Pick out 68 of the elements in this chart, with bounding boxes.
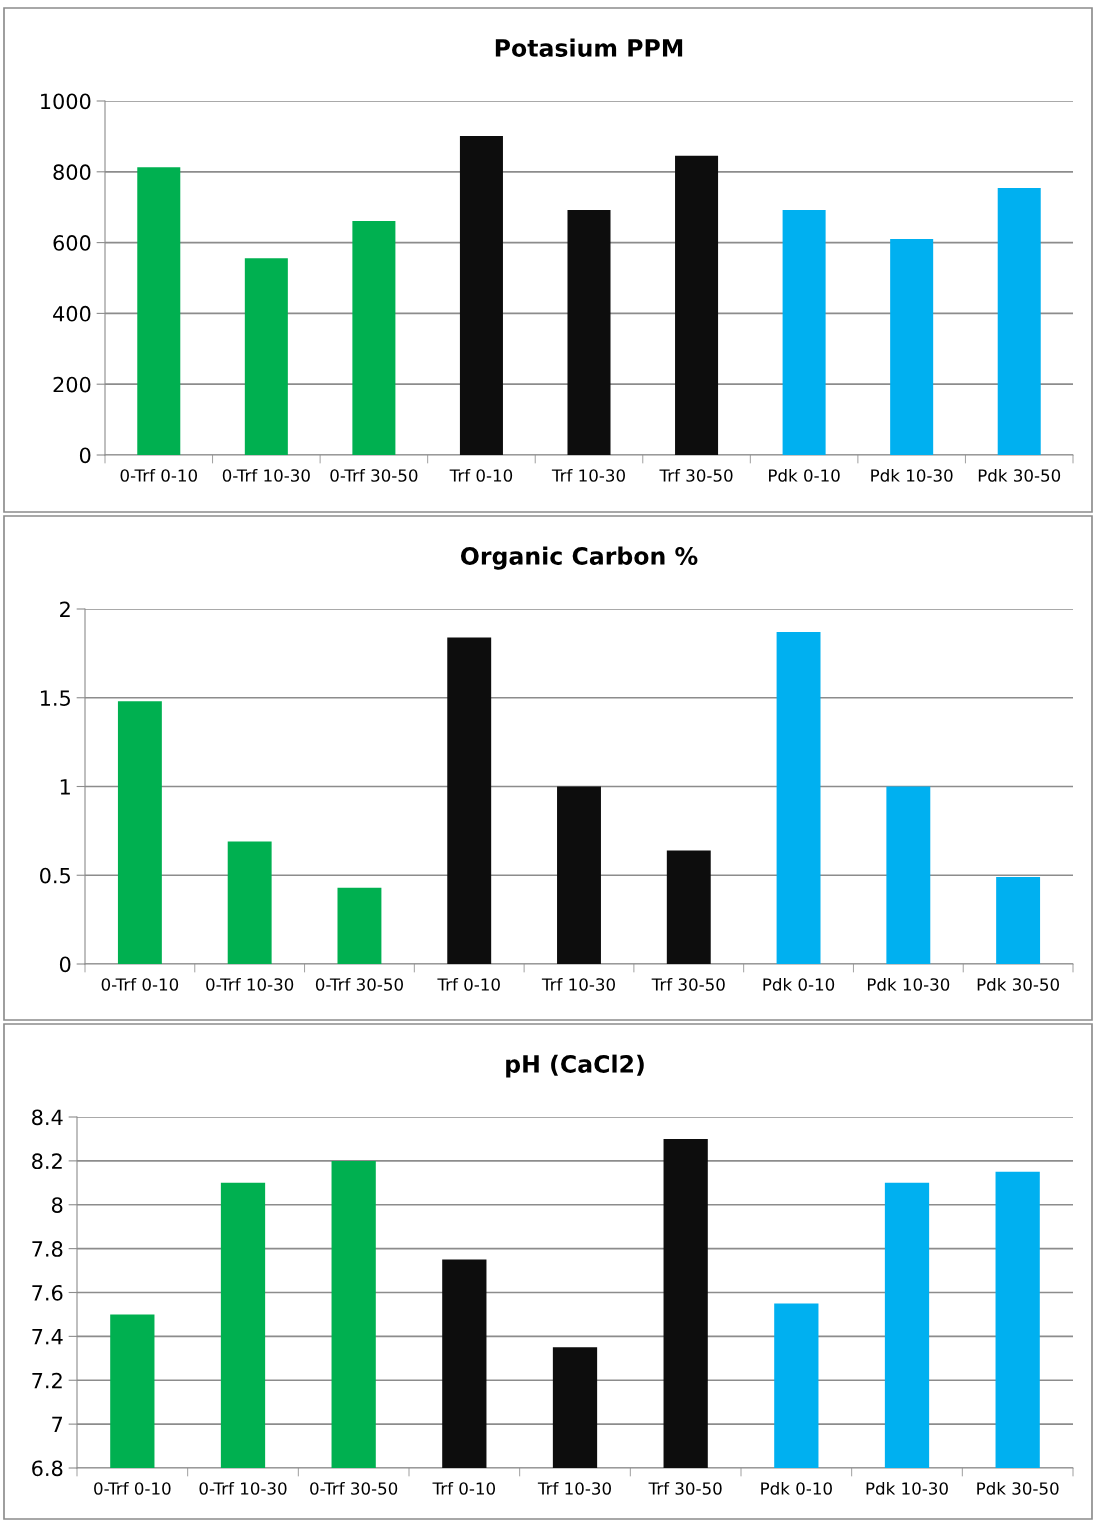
bar <box>776 632 821 964</box>
bar <box>459 136 503 455</box>
bar <box>890 239 934 455</box>
x-tick-label: Trf 10-30 <box>551 468 625 482</box>
bar <box>782 210 826 455</box>
y-tick-label: 200 <box>53 376 91 393</box>
y-tick-label: 7.6 <box>32 1284 63 1301</box>
bar <box>244 258 288 455</box>
y-tick-label: 8 <box>51 1197 63 1213</box>
y-tick-label: 0 <box>79 447 91 464</box>
chart-title: pH (CaCl2) <box>506 1054 644 1078</box>
x-tick-label: 0-Trf 10-30 <box>199 1481 287 1495</box>
x-tick-label: Trf 30-50 <box>651 977 725 991</box>
y-tick-label: 7 <box>52 1416 63 1433</box>
x-tick-label: 0-Trf 0-10 <box>94 1481 171 1495</box>
x-tick-label: Pdk 10-30 <box>867 977 950 991</box>
x-tick-label: Trf 0-10 <box>437 977 500 991</box>
x-tick-label: 0-Trf 0-10 <box>120 468 197 482</box>
x-tick-label: 0-Trf 30-50 <box>315 977 403 991</box>
chart-title: Organic Carbon % <box>460 546 698 570</box>
y-tick-label: 1 <box>60 779 70 795</box>
x-tick-label: Pdk 30-50 <box>977 977 1060 991</box>
x-tick-label: 0-Trf 10-30 <box>222 468 310 482</box>
y-tick-label: 0.5 <box>40 867 70 884</box>
chart-title: Potasium PPM <box>495 38 683 57</box>
x-tick-label: 0-Trf 30-50 <box>310 1481 398 1495</box>
y-tick-label: 6.8 <box>32 1460 63 1477</box>
x-tick-label: Pdk 0-10 <box>761 1481 832 1495</box>
x-tick-label: Trf 0-10 <box>432 1481 496 1495</box>
y-tick-label: 2 <box>60 601 70 617</box>
bar <box>666 850 711 964</box>
y-tick-label: 7.2 <box>32 1372 62 1389</box>
bar <box>997 188 1041 455</box>
x-tick-label: Trf 30-50 <box>659 468 733 482</box>
x-tick-label: Trf 10-30 <box>541 977 615 991</box>
y-tick-label: 1.5 <box>40 690 70 706</box>
bar <box>886 786 931 964</box>
x-tick-label: Pdk 10-30 <box>871 468 953 482</box>
bar <box>227 841 272 964</box>
bar <box>117 701 162 964</box>
y-tick-label: 1000 <box>41 93 91 110</box>
y-tick-label: 8.4 <box>32 1109 63 1126</box>
bar <box>557 786 601 964</box>
x-tick-label: Pdk 30-50 <box>978 468 1061 482</box>
x-tick-label: 0-Trf 30-50 <box>330 468 418 482</box>
y-tick-label: 0 <box>59 956 71 973</box>
bar <box>137 167 181 455</box>
x-tick-label: Trf 0-10 <box>449 468 513 482</box>
bar <box>337 887 382 964</box>
x-tick-label: Pdk 10-30 <box>866 1481 948 1495</box>
x-tick-label: 0-Trf 10-30 <box>206 977 294 991</box>
bar <box>996 877 1041 964</box>
x-tick-label: Pdk 0-10 <box>769 468 840 482</box>
x-tick-label: Trf 30-50 <box>648 1481 722 1495</box>
x-tick-label: Pdk 30-50 <box>977 1481 1059 1495</box>
x-tick-label: Trf 10-30 <box>537 1481 611 1495</box>
y-tick-label: 600 <box>53 235 91 251</box>
y-tick-label: 800 <box>53 164 91 181</box>
bar <box>447 637 492 964</box>
y-tick-label: 8.2 <box>32 1153 62 1170</box>
y-tick-label: 400 <box>53 305 91 322</box>
bar <box>675 155 719 455</box>
bar <box>352 221 396 455</box>
y-tick-label: 7.4 <box>32 1329 63 1345</box>
bar <box>567 210 611 455</box>
x-tick-label: 0-Trf 0-10 <box>101 977 179 991</box>
y-tick-label: 7.8 <box>32 1241 63 1257</box>
x-tick-label: Pdk 0-10 <box>763 977 835 991</box>
